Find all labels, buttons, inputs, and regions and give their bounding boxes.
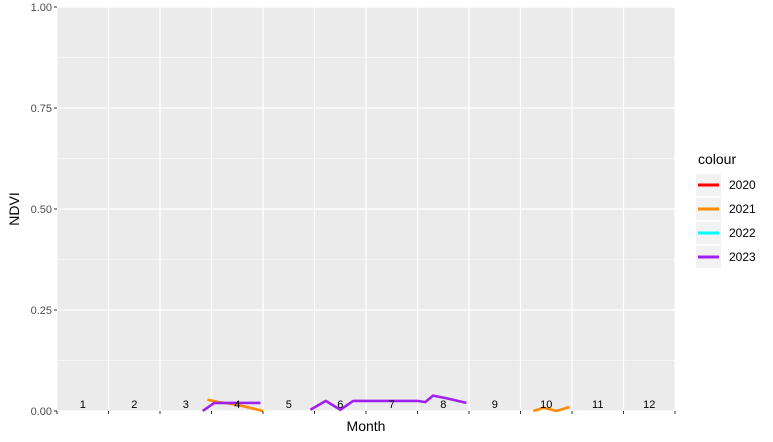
month-label: 3: [183, 399, 189, 411]
legend: colour 2020 2021 2022 2023: [696, 151, 756, 268]
month-labels: 1 2 3 4 5 6 7 8 9 10 11 12: [80, 399, 656, 411]
month-label: 6: [337, 399, 343, 411]
legend-label: 2022: [729, 226, 756, 240]
x-axis: [56, 411, 676, 414]
legend-label: 2020: [729, 178, 756, 192]
y-tick-label: 0.00: [31, 406, 52, 418]
x-axis-title: Month: [347, 418, 386, 434]
series-line-2021: [207, 398, 264, 413]
month-label: 2: [131, 399, 137, 411]
month-label: 5: [286, 399, 292, 411]
month-label: 12: [643, 399, 655, 411]
legend-title: colour: [698, 151, 736, 167]
y-tick-label: 0.25: [31, 305, 52, 317]
series-line-2021: [533, 405, 570, 413]
y-axis-title: NDVI: [6, 192, 22, 225]
month-label: 1: [80, 399, 86, 411]
month-label: 11: [592, 399, 603, 411]
month-label: 7: [389, 399, 395, 411]
legend-label: 2021: [729, 202, 756, 216]
month-label: 10: [540, 399, 552, 411]
y-tick-label: 1.00: [31, 2, 52, 14]
month-label: 8: [440, 399, 446, 411]
y-axis: 0.00 0.25 0.50 0.75 1.00: [31, 2, 57, 418]
series-line-2023: [201, 401, 261, 413]
legend-label: 2023: [729, 250, 756, 264]
series-lines: [201, 394, 570, 413]
month-label: 4: [234, 399, 240, 411]
y-tick-label: 0.50: [31, 204, 52, 216]
month-label: 9: [492, 399, 498, 411]
series-line-2023: [309, 394, 467, 412]
y-tick-label: 0.75: [31, 103, 52, 115]
